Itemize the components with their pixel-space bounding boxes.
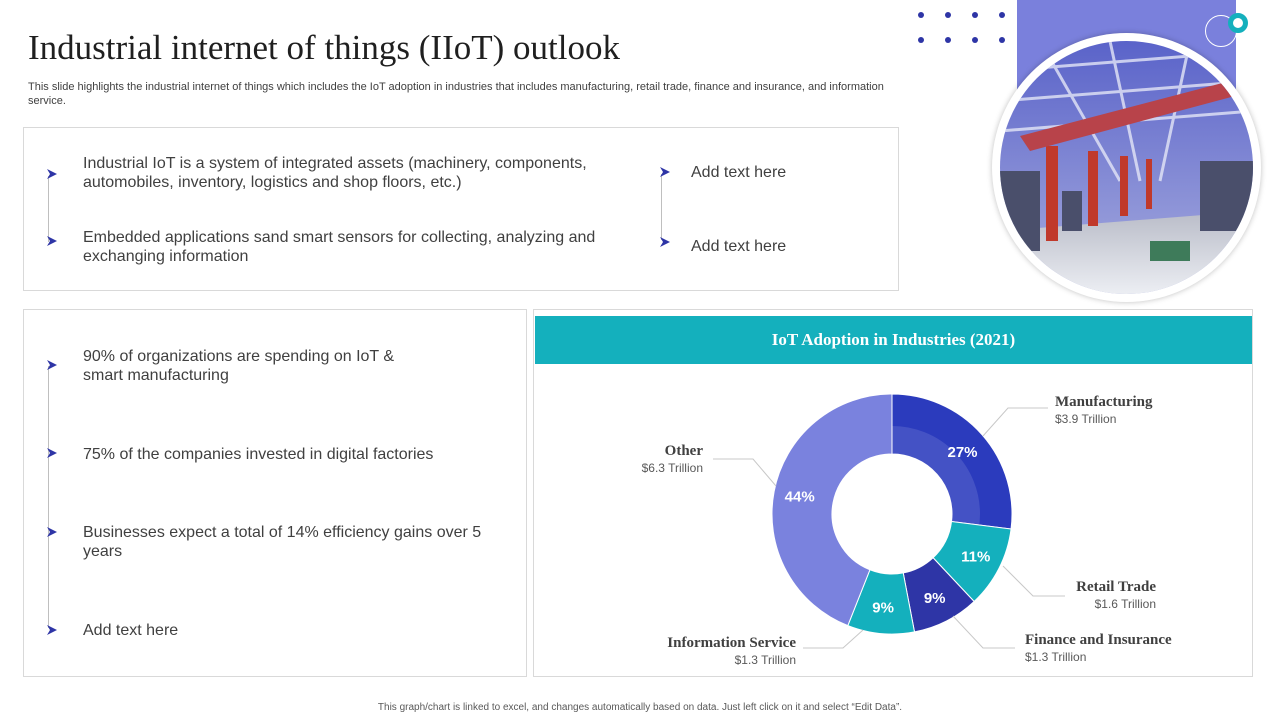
callout-line (982, 407, 1048, 437)
arrow-bullet-icon (47, 527, 57, 537)
slice-percent-label: 44% (785, 488, 815, 505)
callout-line (1002, 565, 1065, 597)
arrow-bullet-icon (47, 236, 57, 246)
intro-item-placeholder: Add text here (691, 238, 787, 255)
intro-box (23, 127, 899, 291)
stat-item-placeholder: Add text here (83, 622, 179, 639)
stats-box (23, 309, 527, 677)
footer-note: This graph/chart is linked to excel, and… (377, 702, 903, 713)
callout-line (803, 629, 864, 649)
slice-percent-label: 27% (947, 444, 977, 461)
page-subtitle: This slide highlights the industrial int… (28, 81, 884, 107)
category-name-label: Finance and Insurance (1025, 632, 1172, 648)
category-name-label: Information Service (667, 635, 796, 651)
intro-item-placeholder: Add text here (691, 164, 787, 181)
category-name-label: Other (665, 443, 704, 459)
stat-item: 75% of the companies invested in digital… (83, 446, 434, 463)
arrow-bullet-icon (660, 167, 670, 177)
stat-item: Businesses expect a total of 14% efficie… (83, 524, 482, 560)
intro-item: Industrial IoT is a system of integrated… (83, 155, 587, 191)
timeline-line (48, 176, 49, 242)
callout-line (952, 615, 1015, 649)
slice-percent-label: 9% (872, 600, 894, 617)
category-value-label: $1.6 Trillion (1095, 597, 1156, 611)
factory-photo (1000, 41, 1253, 294)
arrow-bullet-icon (660, 237, 670, 247)
category-name-label: Retail Trade (1076, 579, 1156, 595)
timeline-line (48, 366, 49, 628)
timeline-line (661, 174, 662, 240)
category-name-label: Manufacturing (1055, 394, 1153, 410)
category-value-label: $3.9 Trillion (1055, 412, 1116, 426)
decorative-ring-teal (1228, 13, 1248, 33)
callout-line (713, 458, 777, 487)
donut-chart: 27% Manufacturing $3.9 Trillion 11% Retail T… (642, 393, 1172, 667)
chart-title: IoT Adoption in Industries (2021) (535, 316, 1252, 364)
stat-item: 90% of organizations are spending on IoT… (83, 348, 395, 384)
category-value-label: $1.3 Trillion (1025, 650, 1086, 664)
slice-percent-label: 9% (924, 590, 946, 607)
intro-item: Embedded applications sand smart sensors… (83, 229, 596, 265)
donut-slice-other (771, 393, 893, 627)
category-value-label: $6.3 Trillion (642, 461, 703, 475)
page-title: Industrial internet of things (IIoT) out… (28, 28, 620, 67)
slice-percent-label: 11% (961, 549, 990, 566)
decorative-dot-grid (912, 6, 1012, 50)
arrow-bullet-icon (47, 169, 57, 179)
category-value-label: $1.3 Trillion (735, 653, 796, 667)
arrow-bullet-icon (47, 360, 57, 370)
arrow-bullet-icon (47, 625, 57, 635)
arrow-bullet-icon (47, 448, 57, 458)
donut-slice-manufacturing (891, 393, 1013, 530)
